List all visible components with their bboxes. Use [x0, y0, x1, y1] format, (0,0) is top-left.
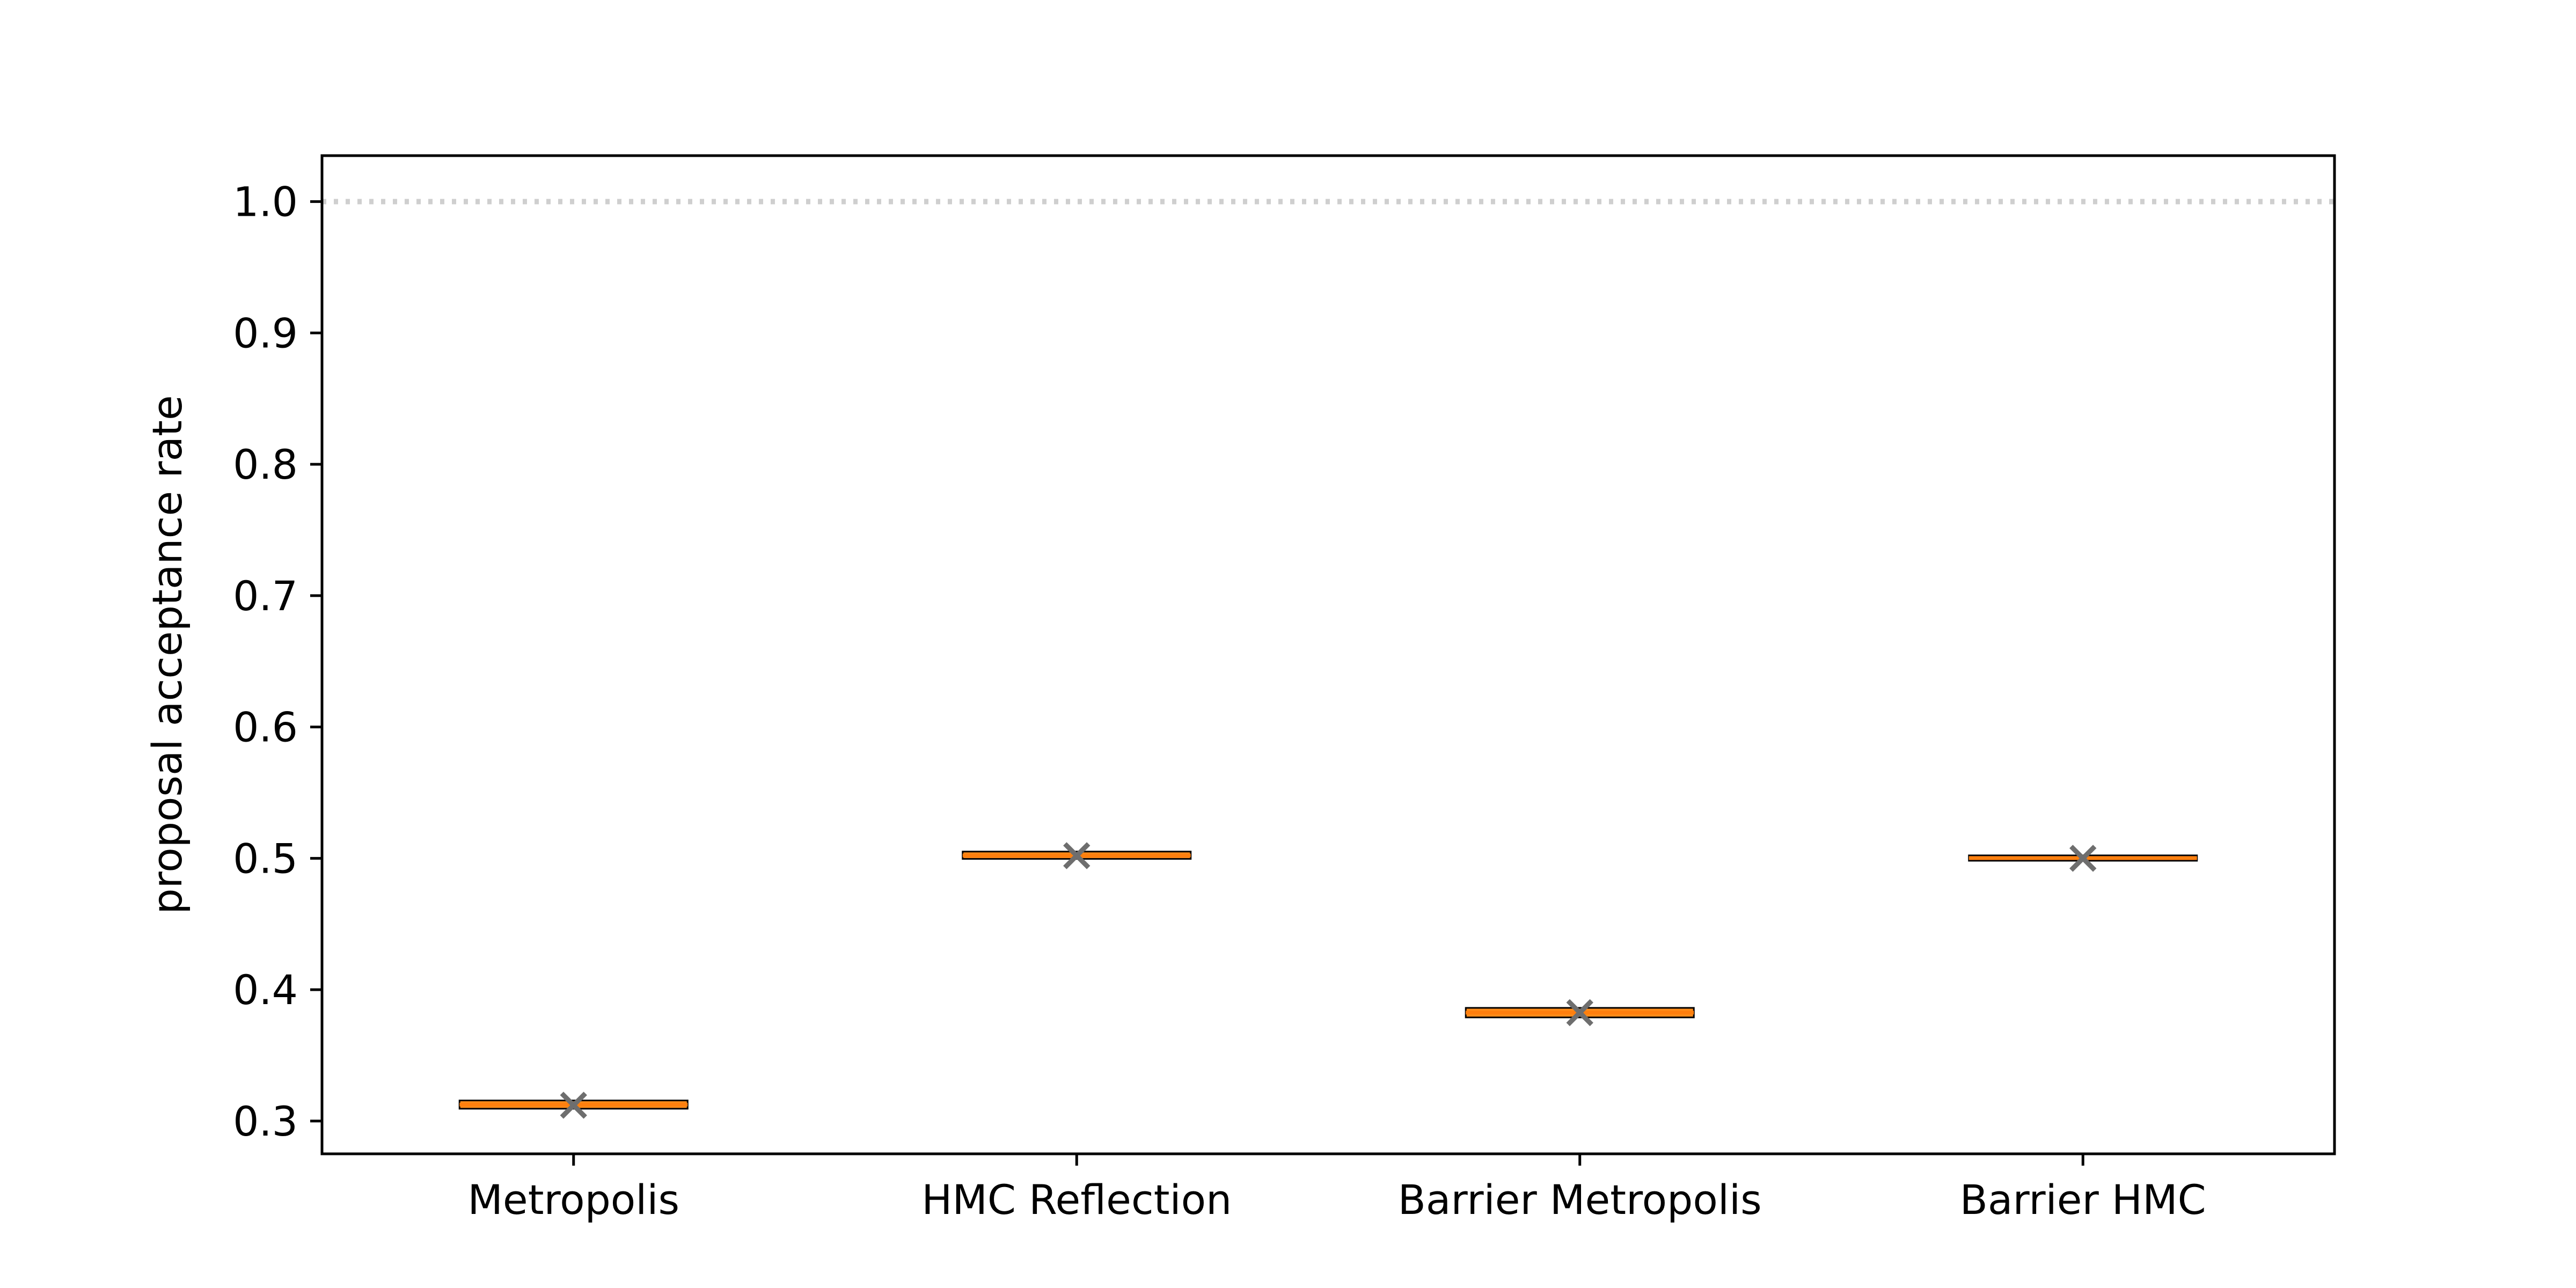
y-tick-label: 0.3 [233, 1097, 298, 1145]
y-tick-label: 0.5 [233, 835, 298, 882]
mean-marker-stroke-b [1063, 842, 1091, 869]
box-2 [1465, 999, 1695, 1027]
y-axis-label: proposal acceptance rate [143, 395, 191, 914]
x-tick-label: Metropolis [467, 1176, 679, 1224]
x-tick-label: Barrier Metropolis [1398, 1176, 1762, 1224]
y-tick-label: 0.9 [233, 309, 298, 357]
mean-marker [1566, 999, 1593, 1027]
box-0 [458, 1092, 689, 1119]
mean-marker-stroke-b [560, 1092, 587, 1119]
axes: 0.3 0.4 0.5 0.6 0.7 0.8 0.9 1.0 Metropolis HMC Re… [233, 178, 2206, 1224]
box-1 [962, 842, 1192, 869]
box-3 [1968, 845, 2198, 872]
mean-marker-stroke-b [2069, 845, 2097, 872]
x-tick-label: Barrier HMC [1960, 1176, 2206, 1224]
mean-marker [2069, 845, 2097, 872]
plot-area [322, 199, 2334, 1119]
mean-marker-stroke-b [1566, 999, 1593, 1027]
y-tick-label: 0.4 [233, 966, 298, 1014]
plot-frame [320, 154, 2336, 1155]
mean-marker [560, 1092, 587, 1119]
y-tick-label: 0.7 [233, 572, 298, 620]
mean-marker [1063, 842, 1091, 869]
y-tick-label: 0.8 [233, 441, 298, 488]
x-tick-label: HMC Reflection [921, 1176, 1232, 1224]
y-tick-label: 0.6 [233, 704, 298, 751]
y-tick-label: 1.0 [233, 178, 298, 226]
